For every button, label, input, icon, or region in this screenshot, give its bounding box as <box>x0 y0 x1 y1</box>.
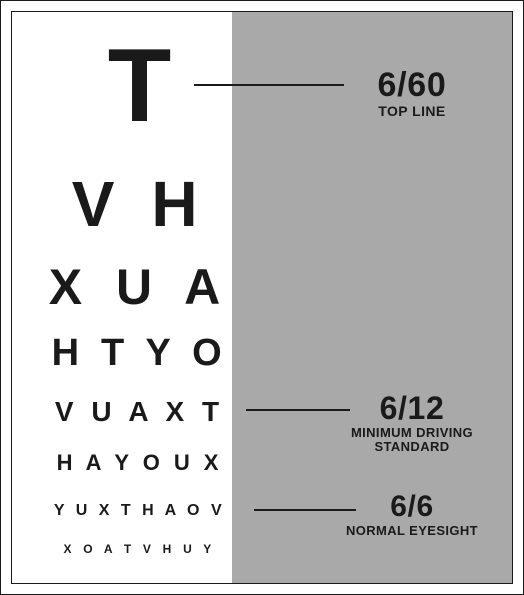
label-top: TOP LINE <box>322 104 502 119</box>
ratio-top: 6/60 <box>322 68 502 102</box>
annotation-driving: 6/12 MINIMUM DRIVINGSTANDARD <box>322 392 502 453</box>
annotation-top: 6/60 TOP LINE <box>322 68 502 119</box>
chart-row-2: V H <box>12 167 267 241</box>
chart-row-4: H T Y O <box>12 332 267 375</box>
chart-row-5: V U A X T <box>12 396 267 428</box>
chart-row-8: X O A T V H U Y <box>12 542 267 556</box>
ratio-driving: 6/12 <box>322 392 502 424</box>
ratio-normal: 6/6 <box>322 492 502 522</box>
chart-row-6: H A Y O U X <box>12 450 267 476</box>
eye-chart-column: T V H X U A H T Y O V U A X T H A Y O U … <box>12 12 267 583</box>
chart-row-1: T <box>12 27 267 146</box>
chart-row-7: Y U X T H A O V <box>12 502 267 520</box>
chart-canvas: T V H X U A H T Y O V U A X T H A Y O U … <box>11 11 513 584</box>
outer-frame: T V H X U A H T Y O V U A X T H A Y O U … <box>0 0 524 595</box>
annotation-normal: 6/6 NORMAL EYESIGHT <box>322 492 502 538</box>
label-driving: MINIMUM DRIVINGSTANDARD <box>322 426 502 453</box>
label-normal: NORMAL EYESIGHT <box>322 524 502 538</box>
chart-row-3: X U A <box>12 258 267 316</box>
